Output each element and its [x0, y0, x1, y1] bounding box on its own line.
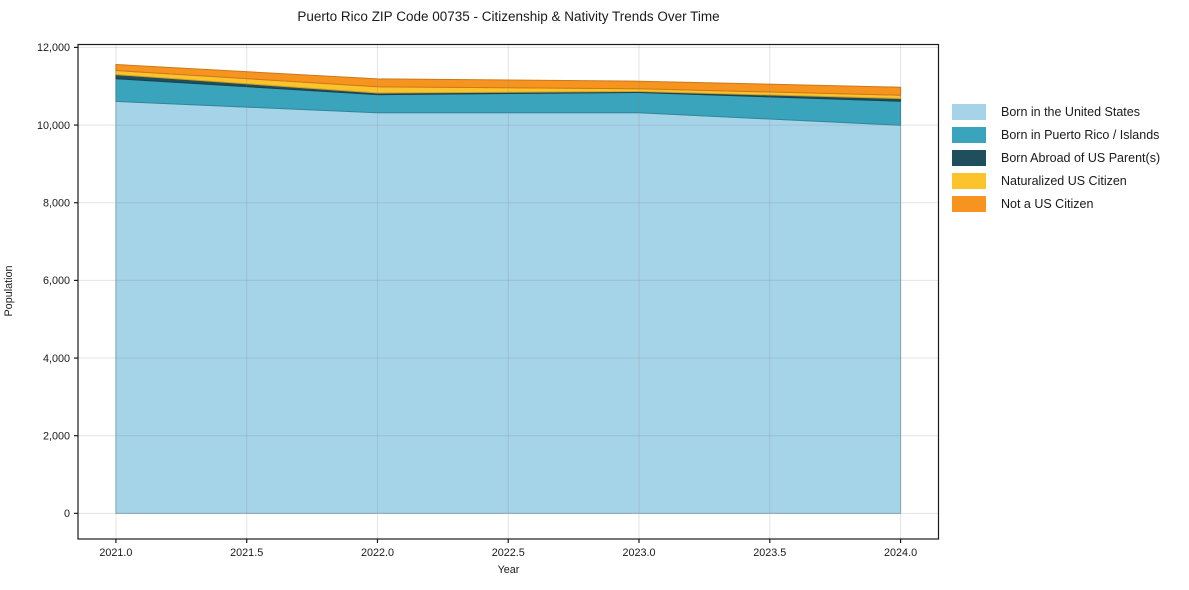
y-tick-label: 8,000 [43, 198, 70, 210]
x-tick-label: 2021.0 [99, 547, 132, 559]
x-axis-label: Year [497, 564, 520, 576]
legend-label-not-citizen: Not a US Citizen [1001, 197, 1094, 211]
legend-row: Born in Puerto Rico / Islands [952, 127, 1160, 143]
legend-row: Born Abroad of US Parent(s) [952, 150, 1160, 166]
x-tick-label: 2022.0 [361, 547, 394, 559]
y-tick-label: 10,000 [37, 120, 70, 132]
legend-swatch-born-abroad [952, 150, 986, 166]
x-tick-label: 2021.5 [230, 547, 263, 559]
legend: Born in the United States Born in Puerto… [952, 104, 1160, 219]
y-tick-label: 2,000 [43, 431, 70, 443]
y-tick-label: 6,000 [43, 275, 70, 287]
y-tick-label: 0 [64, 508, 70, 520]
legend-label-born-in-pr: Born in Puerto Rico / Islands [1001, 128, 1160, 142]
legend-row: Not a US Citizen [952, 196, 1160, 212]
x-tick-label: 2023.0 [623, 547, 656, 559]
y-tick-label: 12,000 [37, 42, 70, 54]
x-tick-label: 2022.5 [492, 547, 525, 559]
legend-row: Naturalized US Citizen [952, 173, 1160, 189]
legend-swatch-born-in-pr [952, 127, 986, 143]
legend-swatch-not-citizen [952, 196, 986, 212]
legend-swatch-born-in-us [952, 104, 986, 120]
y-tick-label: 4,000 [43, 353, 70, 365]
legend-label-naturalized: Naturalized US Citizen [1001, 174, 1127, 188]
legend-row: Born in the United States [952, 104, 1160, 120]
legend-label-born-in-us: Born in the United States [1001, 105, 1140, 119]
x-tick-label: 2024.0 [884, 547, 917, 559]
chart-title: Puerto Rico ZIP Code 00735 - Citizenship… [297, 9, 720, 24]
area-layer-4 [115, 64, 902, 96]
legend-label-born-abroad: Born Abroad of US Parent(s) [1001, 151, 1161, 165]
x-tick-label: 2023.5 [753, 547, 786, 559]
y-axis-label: Population [3, 265, 15, 317]
legend-swatch-naturalized [952, 173, 986, 189]
